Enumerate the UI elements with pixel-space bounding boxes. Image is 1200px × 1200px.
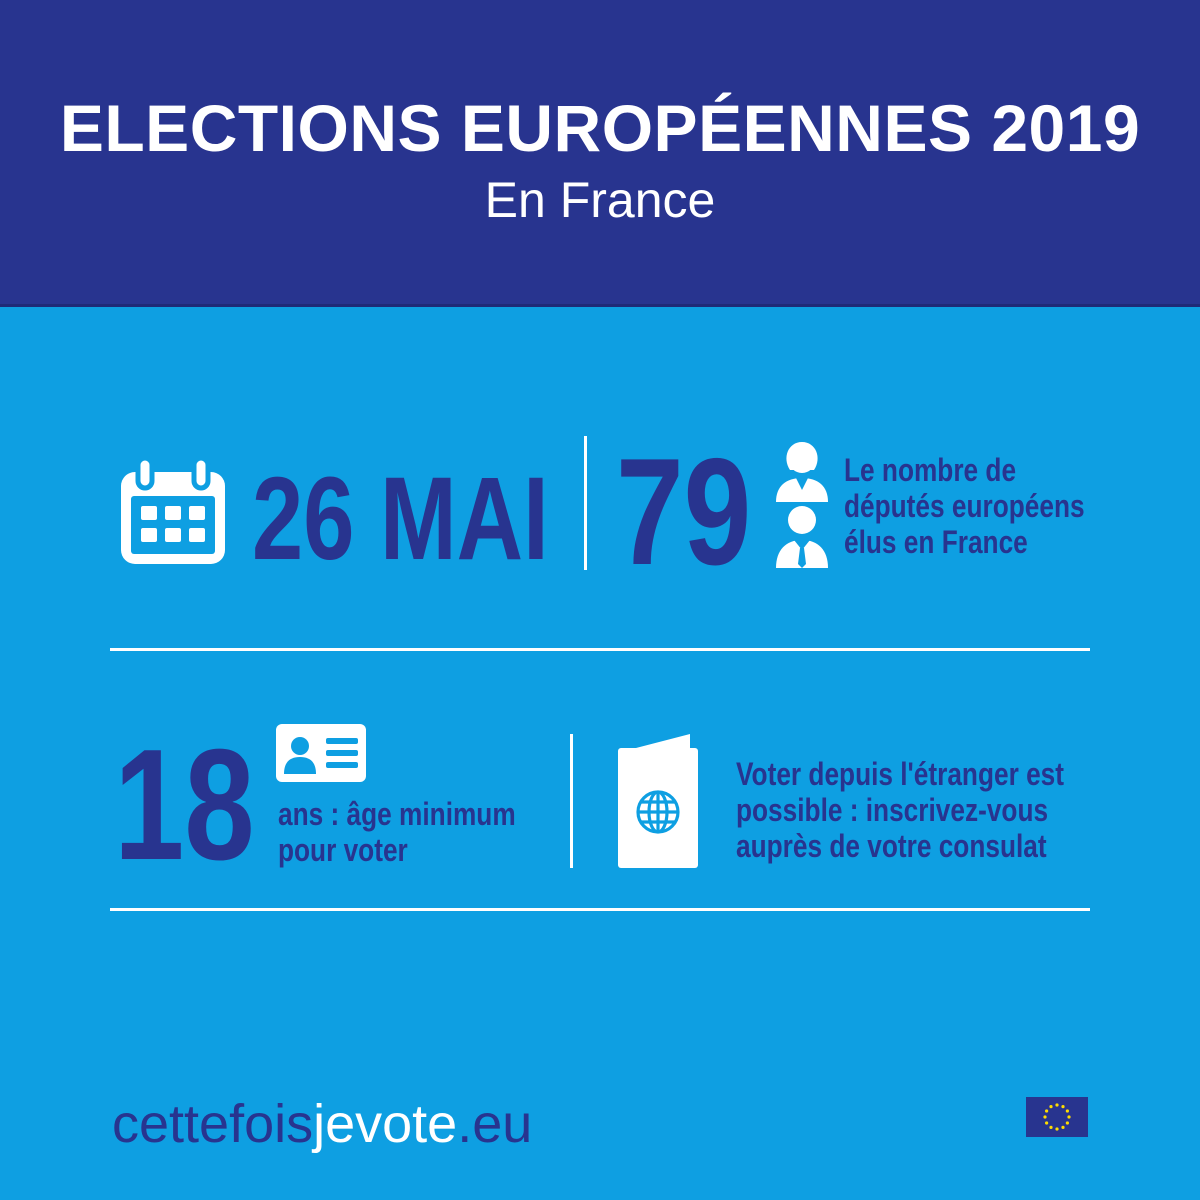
deputies-line-3: élus en France — [844, 524, 1028, 560]
passport-icon — [618, 734, 698, 868]
eu-star — [1061, 1125, 1065, 1129]
abroad-description: Voter depuis l'étranger est possible : i… — [736, 756, 1064, 864]
page-title: ELECTIONS EUROPÉENNES 2019 — [59, 91, 1141, 165]
eu-star — [1043, 1115, 1047, 1119]
deputies-count: 79 — [616, 427, 752, 597]
age-line-2: pour voter — [278, 832, 408, 868]
age-line-1: ans : âge minimum — [278, 796, 516, 832]
deputies-line-1: Le nombre de — [844, 452, 1017, 488]
divider-horizontal-1 — [110, 648, 1090, 651]
divider-horizontal-2 — [110, 908, 1090, 911]
header-banner: ELECTIONS EUROPÉENNES 2019 En France — [0, 0, 1200, 307]
deputies-line-2: députés européens — [844, 488, 1085, 524]
eu-star — [1055, 1103, 1059, 1107]
eu-star — [1049, 1105, 1053, 1109]
site-part-3: .eu — [457, 1094, 533, 1154]
woman-icon — [776, 442, 828, 502]
age-description: ans : âge minimum pour voter — [278, 796, 516, 868]
eu-star — [1049, 1125, 1053, 1129]
divider-row2 — [570, 734, 573, 868]
election-date: 26 MAI — [252, 453, 549, 585]
man-icon — [776, 506, 828, 568]
calendar-icon — [121, 456, 225, 564]
eu-star — [1045, 1109, 1049, 1113]
website-link[interactable]: cettefoisjevote.eu — [112, 1094, 532, 1154]
abroad-line-2: possible : inscrivez-vous — [736, 792, 1049, 828]
site-part-1: cettefois — [112, 1094, 314, 1154]
eu-star — [1045, 1121, 1049, 1125]
eu-star — [1061, 1105, 1065, 1109]
eu-flag-icon — [1026, 1097, 1088, 1137]
abroad-line-1: Voter depuis l'étranger est — [736, 756, 1065, 792]
abroad-line-3: auprès de votre consulat — [736, 828, 1047, 864]
deputies-description: Le nombre de députés européens élus en F… — [844, 452, 1085, 560]
divider-row1 — [584, 436, 587, 570]
page-subtitle: En France — [484, 172, 716, 228]
eu-star — [1067, 1115, 1071, 1119]
eu-star — [1055, 1127, 1059, 1131]
id-card-icon — [276, 724, 366, 782]
eu-star — [1065, 1121, 1069, 1125]
minimum-age: 18 — [114, 717, 255, 893]
eu-star — [1065, 1109, 1069, 1113]
site-part-2: jevote — [313, 1094, 458, 1154]
